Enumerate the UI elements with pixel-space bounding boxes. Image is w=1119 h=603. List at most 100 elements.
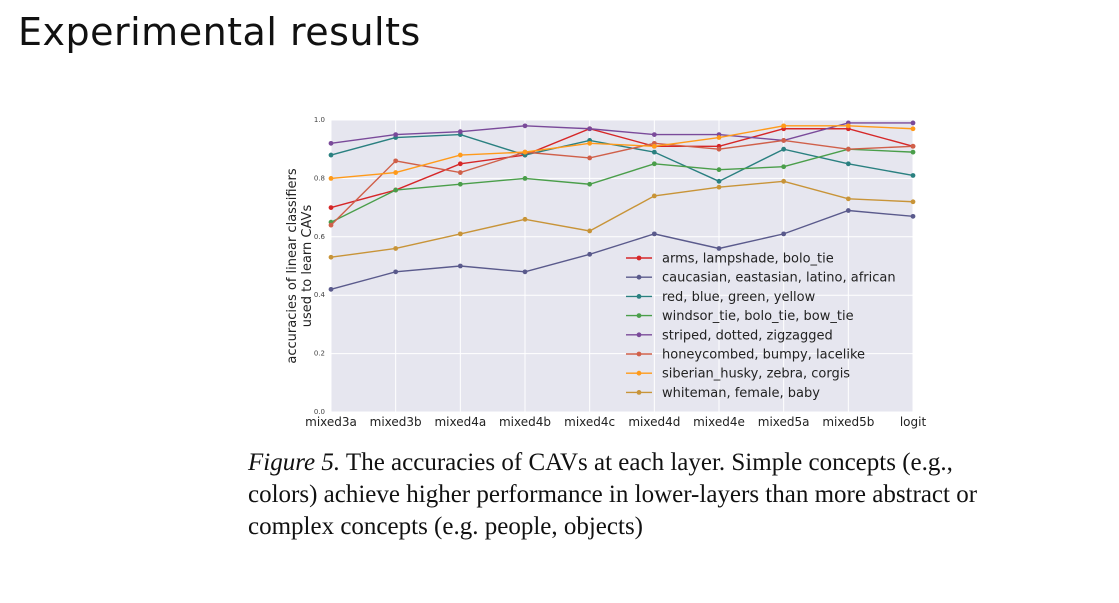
legend: arms, lampshade, bolo_tie caucasian, east… (626, 252, 896, 401)
data-point (781, 164, 787, 170)
data-point (651, 149, 657, 155)
x-tick-labels: mixed3a mixed3b mixed4a mixed4b mixed4c mixed… (305, 415, 926, 429)
data-point (457, 231, 463, 237)
data-point (651, 143, 657, 149)
legend-marker (636, 313, 642, 318)
series-5 (328, 120, 916, 146)
data-point (845, 123, 851, 129)
data-point (845, 146, 851, 152)
data-point (716, 167, 722, 173)
series-line (330, 133, 914, 183)
x-tick-label: mixed4c (564, 415, 615, 429)
legend-label: windsor_tie, bolo_tie, bow_tie (662, 309, 854, 324)
data-point (845, 161, 851, 167)
legend-label: honeycombed, bumpy, lacelike (662, 348, 865, 363)
data-point (716, 135, 722, 140)
data-point (328, 205, 334, 211)
legend-label: red, blue, green, yellow (662, 290, 816, 305)
plot-background (331, 120, 913, 412)
series-4 (328, 146, 916, 225)
data-point (522, 269, 528, 275)
data-point (910, 126, 916, 132)
series-7 (328, 123, 916, 181)
legend-marker (636, 255, 642, 261)
x-tick-label: mixed5b (822, 415, 874, 429)
data-point (716, 178, 722, 184)
data-point (522, 149, 528, 155)
y-axis-label-line2: used to learn CAVs (300, 205, 315, 328)
data-point (910, 143, 916, 149)
data-point (522, 123, 528, 129)
legend-item: arms, lampshade, bolo_tie (626, 252, 834, 267)
series-8 (328, 178, 916, 260)
figure-label: Figure 5. (248, 449, 341, 476)
data-point (457, 170, 463, 175)
y-tick-labels: 0.0 0.2 0.4 0.6 0.8 1.0 (314, 116, 326, 416)
data-point (393, 158, 399, 164)
legend-label: caucasian, eastasian, latino, african (662, 271, 896, 286)
data-point (328, 222, 334, 228)
data-point (910, 173, 916, 178)
x-tick-label: mixed5a (758, 415, 810, 429)
y-tick-label: 0.6 (314, 233, 326, 241)
y-axis-label-line1: accuracies of linear classifiers (285, 168, 300, 363)
y-tick-label: 1.0 (314, 116, 325, 124)
data-point (910, 213, 916, 219)
data-point (587, 181, 593, 187)
data-point (457, 152, 463, 158)
y-tick-label: 0.4 (314, 291, 326, 299)
series-line (330, 128, 914, 209)
x-tick-label: mixed4a (434, 415, 486, 429)
x-tick-label: logit (900, 415, 927, 429)
data-point (781, 138, 787, 143)
figure-caption: Figure 5. The accuracies of CAVs at each… (248, 447, 1008, 543)
data-point (910, 120, 916, 126)
legend-item: striped, dotted, zigzagged (626, 328, 833, 343)
data-point (328, 176, 334, 181)
legend-item: red, blue, green, yellow (626, 290, 816, 305)
series-line (330, 209, 914, 291)
data-point (716, 184, 722, 190)
data-point (910, 149, 916, 155)
data-point (781, 178, 787, 184)
series-line (330, 122, 913, 145)
series-line (330, 125, 914, 180)
legend-label: siberian_husky, zebra, corgis (662, 367, 850, 382)
data-point (328, 286, 334, 292)
grid-lines (330, 119, 914, 413)
legend-item: honeycombed, bumpy, lacelike (626, 348, 865, 363)
data-point (393, 269, 399, 275)
data-point (587, 140, 593, 146)
y-tick-label: 0.0 (314, 408, 325, 416)
data-point (328, 140, 334, 146)
legend-label: arms, lampshade, bolo_tie (662, 252, 834, 267)
data-point (457, 263, 463, 269)
legend-marker (636, 274, 642, 280)
slide-title: Experimental results (18, 10, 421, 54)
data-point (328, 152, 334, 158)
data-point (587, 251, 593, 257)
legend-item: whiteman, female, baby (626, 386, 820, 401)
data-point (716, 246, 722, 251)
data-point (587, 228, 593, 234)
legend-marker (636, 294, 642, 299)
data-point (522, 176, 528, 181)
x-tick-label: mixed3a (305, 415, 357, 429)
series-line (330, 139, 914, 226)
data-point (651, 132, 657, 138)
caption-text: The accuracies of CAVs at each layer. Si… (248, 449, 978, 540)
data-point (845, 196, 851, 202)
legend-label: striped, dotted, zigzagged (662, 328, 833, 343)
data-point (910, 199, 916, 205)
series-3 (328, 132, 916, 184)
x-tick-label: mixed3b (370, 415, 422, 429)
series-line (330, 148, 914, 223)
series-6 (328, 138, 916, 228)
data-point (587, 126, 593, 132)
data-point (781, 146, 787, 152)
legend-marker (636, 370, 642, 376)
data-point (328, 254, 334, 260)
data-point (651, 231, 657, 237)
legend-label: whiteman, female, baby (662, 386, 820, 401)
data-point (651, 161, 657, 167)
